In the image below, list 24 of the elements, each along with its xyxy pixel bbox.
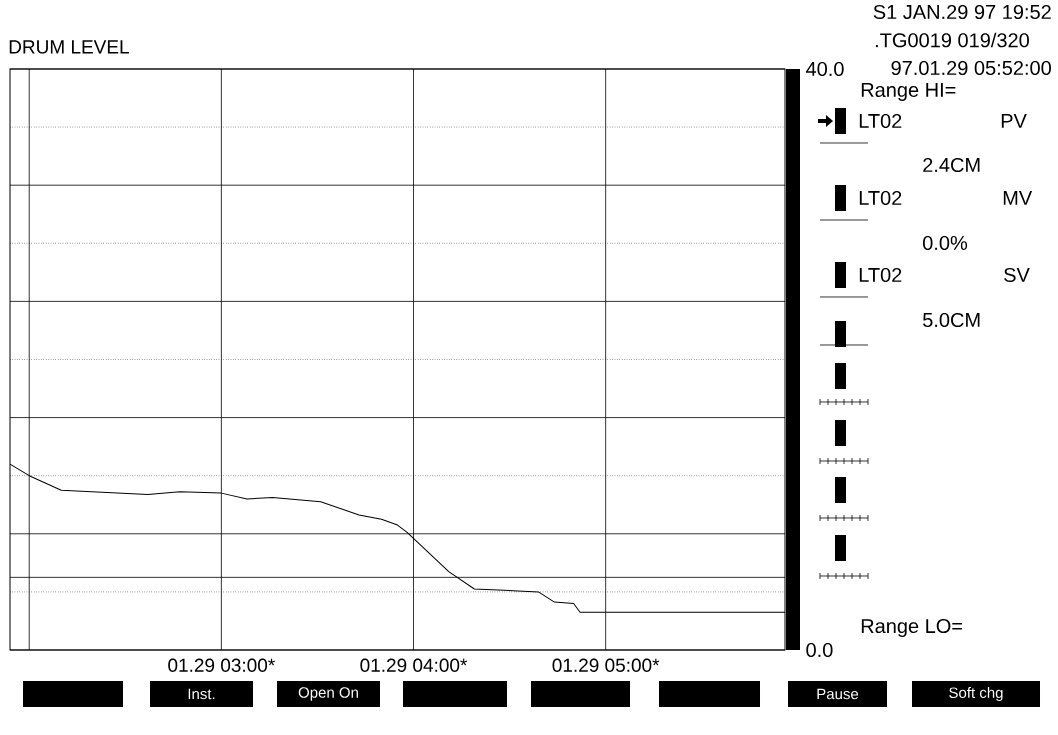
text: SV (1004, 267, 1030, 283)
text: Soft chg (949, 686, 1003, 701)
text: 2.4CM (923, 157, 980, 173)
y-tick-label: 0.0 (806, 642, 833, 658)
x-tick-label: 01.29 05:00* (552, 658, 660, 672)
text: PV (1001, 114, 1027, 128)
text: Inst. (188, 688, 215, 700)
text: LT02 (859, 267, 902, 283)
text: .TG0019 019/320 (875, 32, 1029, 48)
text: 97.01.29 05:52:00 (891, 60, 1051, 76)
text: Range LO= (861, 618, 963, 638)
text: LT02 (859, 190, 902, 206)
x-tick-label: 01.29 03:00* (168, 658, 275, 672)
text: Pause (817, 688, 859, 700)
x-tick-label: 01.29 04:00* (360, 658, 468, 672)
text: S1 JAN.29 97 19:52 (873, 4, 1051, 20)
text: 0.0% (922, 235, 968, 251)
text: Open On (298, 687, 358, 701)
text: 5.0CM (923, 312, 980, 328)
chart-title: DRUM LEVEL (9, 40, 129, 54)
text: LT02 (859, 113, 902, 129)
text: Range HI= (861, 83, 956, 101)
y-tick-label: 40.0 (805, 61, 844, 77)
text: MV (1003, 191, 1033, 205)
